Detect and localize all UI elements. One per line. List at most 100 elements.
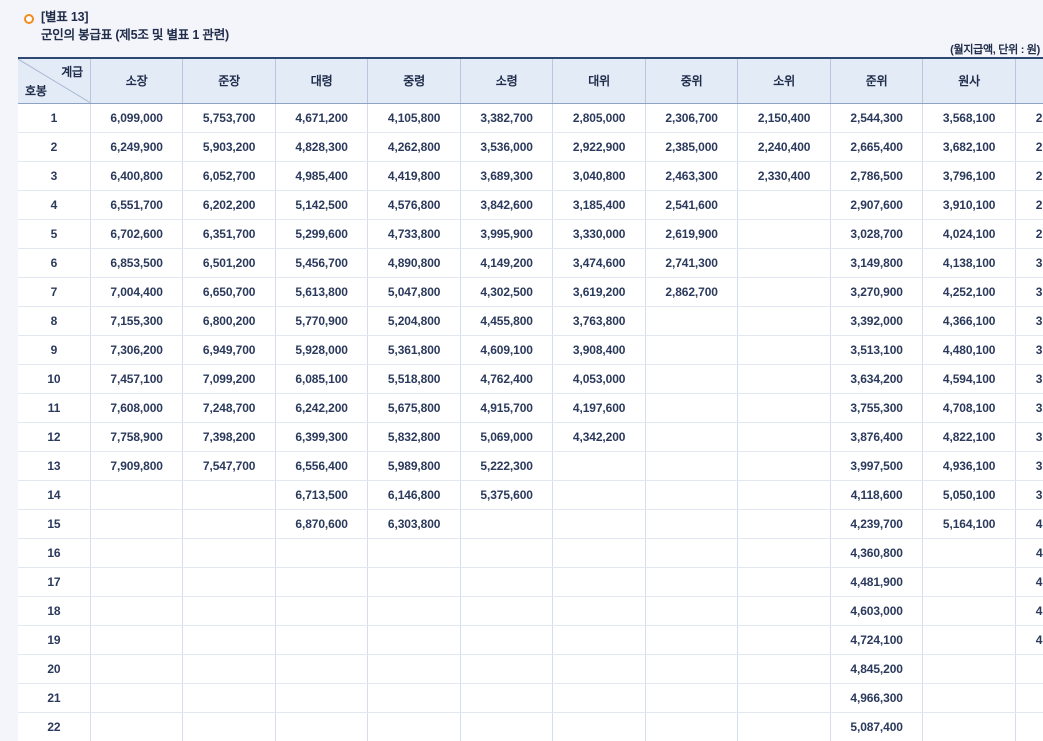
salary-cell: 3,682,100: [922, 132, 1016, 162]
salary-cell: 6,501,200: [182, 248, 276, 278]
salary-cell: [737, 306, 831, 336]
salary-cell: 5,204,800: [367, 306, 461, 336]
step-cell: 22: [18, 712, 91, 741]
salary-cell: [737, 393, 831, 423]
salary-cell: [367, 625, 461, 655]
salary-cell: 6,202,200: [182, 190, 276, 220]
salary-cell: 7,248,700: [182, 393, 276, 423]
table-row: 12 7,758,900 7,398,200 6,399,300 5,832,800 5,…: [18, 422, 1043, 452]
salary-cell: 6,949,700: [182, 335, 276, 365]
salary-cell: [552, 451, 646, 481]
salary-cell: 3,876,400: [830, 422, 924, 452]
salary-cell: 6,551,700: [90, 190, 184, 220]
salary-cell: 4,220,000: [1015, 567, 1043, 597]
salary-cell: 7,758,900: [90, 422, 184, 452]
salary-cell: [90, 538, 184, 568]
salary-cell: [645, 654, 739, 684]
salary-cell: 5,087,400: [830, 712, 924, 741]
salary-cell: [737, 625, 831, 655]
salary-cell: 2,240,400: [737, 132, 831, 162]
salary-cell: [645, 625, 739, 655]
salary-cell: 3,474,600: [552, 248, 646, 278]
salary-cell: [275, 538, 369, 568]
salary-cell: 6,713,500: [275, 480, 369, 510]
table-head: 계급 호봉 소장준장대령중령소령대위중위소위준위원사상사: [18, 58, 1043, 104]
salary-cell: 3,344,000: [1015, 335, 1043, 365]
step-cell: 8: [18, 306, 91, 336]
salary-cell: [922, 596, 1016, 626]
salary-cell: 3,763,800: [552, 306, 646, 336]
salary-cell: [460, 654, 554, 684]
salary-cell: [645, 538, 739, 568]
salary-cell: [552, 654, 646, 684]
salary-cell: 2,544,300: [830, 103, 924, 133]
salary-cell: 6,146,800: [367, 480, 461, 510]
salary-cell: 2,330,400: [737, 161, 831, 191]
salary-cell: 3,910,100: [922, 190, 1016, 220]
salary-cell: 7,155,300: [90, 306, 184, 336]
salary-cell: 4,724,100: [830, 625, 924, 655]
table-row: 13 7,909,800 7,547,700 6,556,400 5,989,800 5,…: [18, 451, 1043, 481]
salary-cell: [90, 654, 184, 684]
salary-cell: 5,375,600: [460, 480, 554, 510]
salary-cell: [737, 422, 831, 452]
salary-cell: 7,909,800: [90, 451, 184, 481]
salary-cell: 4,118,600: [830, 480, 924, 510]
salary-cell: [460, 509, 554, 539]
salary-cell: 4,149,200: [460, 248, 554, 278]
salary-cell: 6,870,600: [275, 509, 369, 539]
column-header-1: 소장: [90, 58, 184, 104]
unit-note: (월지급액, 단위 : 원): [950, 44, 1040, 56]
salary-cell: [645, 480, 739, 510]
salary-cell: 3,149,800: [830, 248, 924, 278]
salary-cell: 4,053,000: [552, 364, 646, 394]
salary-cell: [645, 335, 739, 365]
salary-cell: 6,052,700: [182, 161, 276, 191]
salary-cell: 7,004,400: [90, 277, 184, 307]
salary-cell: [552, 538, 646, 568]
salary-cell: [182, 538, 276, 568]
salary-cell: [182, 567, 276, 597]
salary-cell: 4,733,800: [367, 219, 461, 249]
salary-cell: 6,085,100: [275, 364, 369, 394]
salary-cell: 4,985,400: [275, 161, 369, 191]
salary-cell: [737, 364, 831, 394]
salary-cell: 3,891,500: [1015, 480, 1043, 510]
salary-cell: 5,222,300: [460, 451, 554, 481]
salary-cell: 5,142,500: [275, 190, 369, 220]
salary-cell: [90, 625, 184, 655]
table-header-row: 계급 호봉 소장준장대령중령소령대위중위소위준위원사상사: [18, 58, 1043, 104]
salary-cell: 3,563,000: [1015, 393, 1043, 423]
salary-cell: 6,303,800: [367, 509, 461, 539]
table-row: 10 7,457,100 7,099,200 6,085,100 5,518,800 4,…: [18, 364, 1043, 394]
salary-cell: 4,822,100: [922, 422, 1016, 452]
salary-cell: [460, 625, 554, 655]
table-row: 18 4,603,000 4,329,500: [18, 596, 1043, 626]
salary-cell: 2,385,000: [645, 132, 739, 162]
salary-cell: [367, 712, 461, 741]
salary-cell: [737, 596, 831, 626]
salary-cell: 4,262,800: [367, 132, 461, 162]
table-row: 17 4,481,900 4,220,000: [18, 567, 1043, 597]
salary-cell: [275, 683, 369, 713]
salary-cell: 5,050,100: [922, 480, 1016, 510]
salary-cell: 4,197,600: [552, 393, 646, 423]
salary-cell: 3,015,500: [1015, 248, 1043, 278]
salary-cell: [367, 683, 461, 713]
salary-cell: 3,619,200: [552, 277, 646, 307]
salary-cell: 4,239,700: [830, 509, 924, 539]
salary-cell: 2,906,000: [1015, 219, 1043, 249]
salary-cell: [645, 509, 739, 539]
table-row: 19 4,724,100 4,439,000: [18, 625, 1043, 655]
salary-cell: 3,796,100: [922, 161, 1016, 191]
salary-cell: 4,480,100: [922, 335, 1016, 365]
salary-cell: [645, 712, 739, 741]
table-number-label: [별표 13]: [41, 10, 89, 24]
salary-cell: [737, 509, 831, 539]
step-cell: 1: [18, 103, 91, 133]
salary-cell: [737, 683, 831, 713]
salary-cell: [275, 567, 369, 597]
salary-cell: 2,306,700: [645, 103, 739, 133]
salary-table-scroll-area[interactable]: 계급 호봉 소장준장대령중령소령대위중위소위준위원사상사 16,099,0005…: [18, 57, 1043, 741]
